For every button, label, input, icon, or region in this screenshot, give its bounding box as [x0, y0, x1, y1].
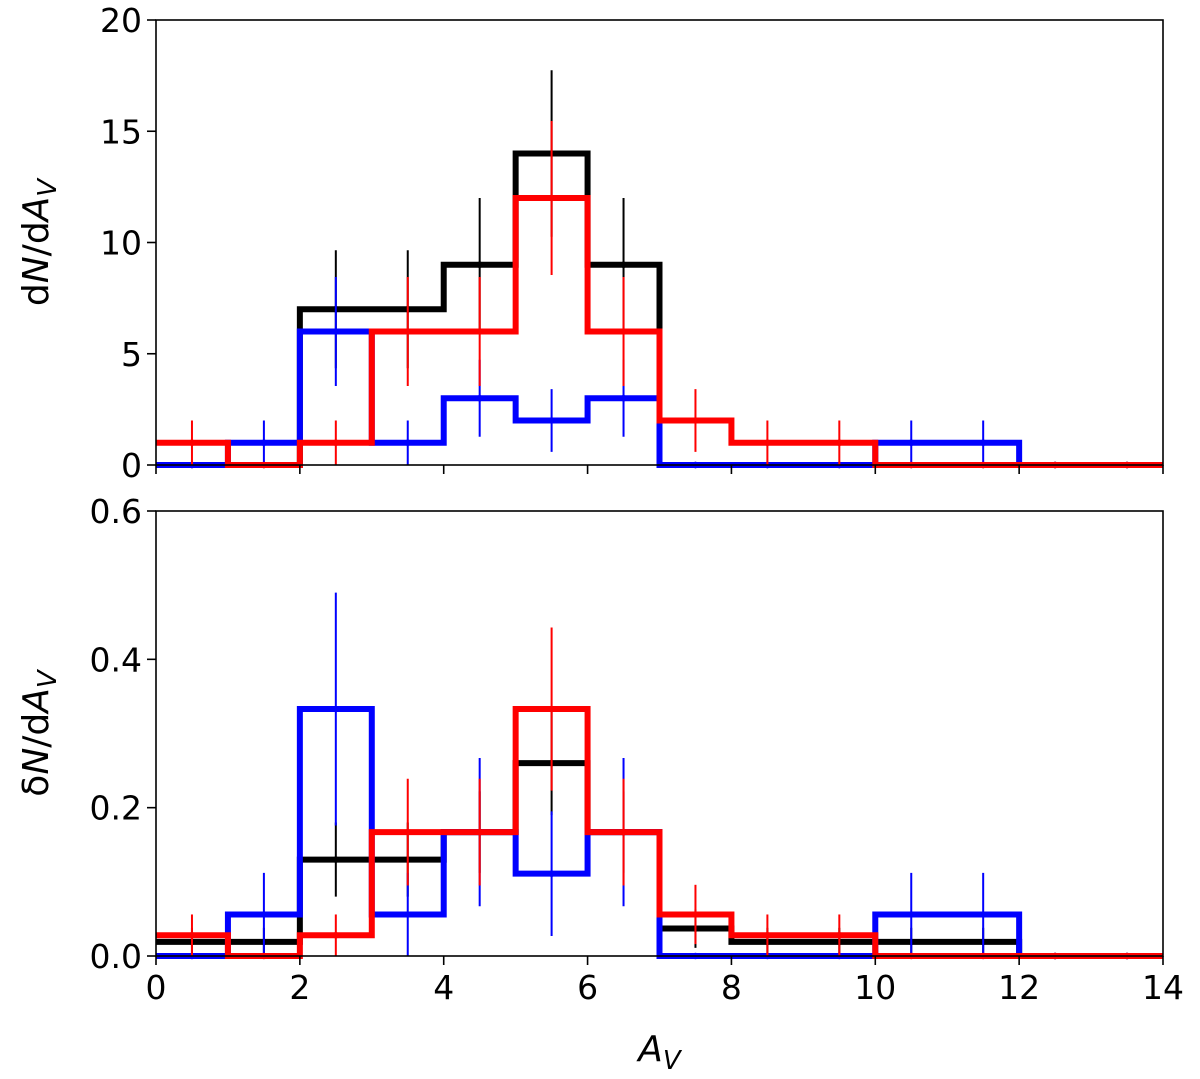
- chart-bottom-ylabel-mid: /d: [16, 713, 57, 748]
- chart-top-black-point-6: [620, 261, 627, 268]
- chart-top-ylabel-var2: A: [16, 197, 57, 224]
- chart-top-red-point-8: [764, 439, 771, 446]
- chart-bottom-ytick-label-3: 0.6: [90, 492, 142, 531]
- chart-bottom-xtick-label-6: 12: [998, 968, 1040, 1007]
- chart-bottom-xlabel-var: A: [636, 1029, 663, 1070]
- chart-bottom-red-point-0: [188, 932, 196, 939]
- chart-top-blue-step: [156, 328, 1163, 468]
- chart-bottom-ylabel-prefix: δ: [16, 775, 57, 797]
- chart-bottom-red-point-2: [332, 932, 340, 939]
- chart-bottom-blue-point-11: [979, 911, 987, 918]
- chart-bottom-ytick-label-0: 0.0: [90, 937, 142, 976]
- chart-top-blue-point-11: [979, 439, 987, 446]
- chart-bottom-xtick-label-3: 6: [577, 968, 598, 1007]
- chart-bottom-ytick-label-1: 0.2: [90, 789, 142, 828]
- chart-top-ytick-label-1: 5: [121, 335, 142, 374]
- chart-bottom-red-point-9: [836, 932, 843, 939]
- chart-top-red-point-9: [836, 439, 843, 446]
- chart-bottom-ylabel-var: N: [16, 748, 57, 775]
- chart-top-blue-point-5: [548, 417, 555, 424]
- chart-bottom-black-point-2: [332, 856, 340, 863]
- chart-bottom-xlabel-sub: V: [663, 1046, 683, 1076]
- chart-bottom-red-point-3: [404, 828, 411, 836]
- chart-bottom-blue-point-3: [404, 911, 411, 918]
- chart-top-black-point-4: [476, 261, 483, 268]
- chart-bottom-blue-point-5: [548, 870, 555, 877]
- chart-top-red-point-4: [476, 328, 483, 335]
- chart-top-ylabel-var: N: [16, 256, 57, 283]
- chart-top-red-point-7: [692, 417, 699, 424]
- chart-bottom-blue-point-2: [332, 705, 340, 713]
- chart-top-ytick-label-2: 10: [100, 224, 142, 263]
- chart-bottom-red-point-6: [620, 828, 627, 836]
- chart-top-blue-point-10: [908, 439, 915, 446]
- chart-bottom-ylabel-var2: A: [16, 688, 57, 715]
- chart-bottom-xtick-label-2: 4: [433, 968, 454, 1007]
- chart-top-red-point-0: [188, 439, 196, 446]
- chart-bottom-xtick-label-5: 10: [854, 968, 896, 1007]
- chart-top-ytick-label-4: 20: [100, 1, 142, 40]
- chart-top-ytick-label-0: 0: [121, 446, 142, 485]
- chart-top-ylabel: dN/dAV: [16, 177, 63, 306]
- chart-top-ylabel-prefix: d: [16, 283, 57, 306]
- chart-top-blue-point-6: [620, 395, 627, 402]
- chart-bottom-blue-point-10: [908, 911, 915, 918]
- chart-bottom-red-point-8: [764, 932, 771, 939]
- top-panel: 0 5 10 15 20 dN/dAV: [16, 1, 1164, 485]
- chart-bottom-ylabel-sub: V: [33, 668, 63, 688]
- chart-bottom-frame: [155, 510, 1164, 957]
- chart-bottom-blue-step: [156, 706, 1163, 959]
- chart-top-blue-point-3: [404, 439, 411, 446]
- chart-top-ylabel-mid: /d: [16, 221, 57, 256]
- chart-top-red-point-5: [548, 194, 555, 202]
- chart-top-blue-point-4: [476, 395, 483, 402]
- chart-bottom-red-point-5: [548, 705, 555, 713]
- chart-bottom-red-point-7: [692, 911, 699, 918]
- chart-top-red-point-3: [404, 328, 411, 335]
- chart-top-red-point-6: [620, 328, 627, 335]
- chart-bottom-ylabel: δN/dAV: [16, 668, 63, 797]
- chart-top-red-point-2: [332, 439, 340, 446]
- chart-bottom-blue-point-1: [260, 911, 268, 918]
- chart-bottom-red-point-4: [476, 828, 483, 836]
- chart-top-ytick-label-3: 15: [100, 112, 142, 151]
- chart-top-blue-point-2: [332, 328, 340, 335]
- chart-bottom-xtick-label-0: 0: [146, 968, 167, 1007]
- chart-bottom-ytick-label-2: 0.4: [90, 640, 142, 679]
- chart-bottom-xlabel: AV: [636, 1029, 683, 1076]
- chart-top-blue-point-1: [260, 439, 268, 446]
- chart-bottom-xtick-label-4: 8: [721, 968, 742, 1007]
- chart-bottom-plot-area: [156, 592, 1163, 960]
- chart-bottom-xtick-label-1: 2: [289, 968, 310, 1007]
- chart-top-ylabel-sub: V: [33, 177, 63, 197]
- chart-bottom-xtick-label-7: 14: [1142, 968, 1184, 1007]
- chart-top-plot-area: [156, 70, 1163, 469]
